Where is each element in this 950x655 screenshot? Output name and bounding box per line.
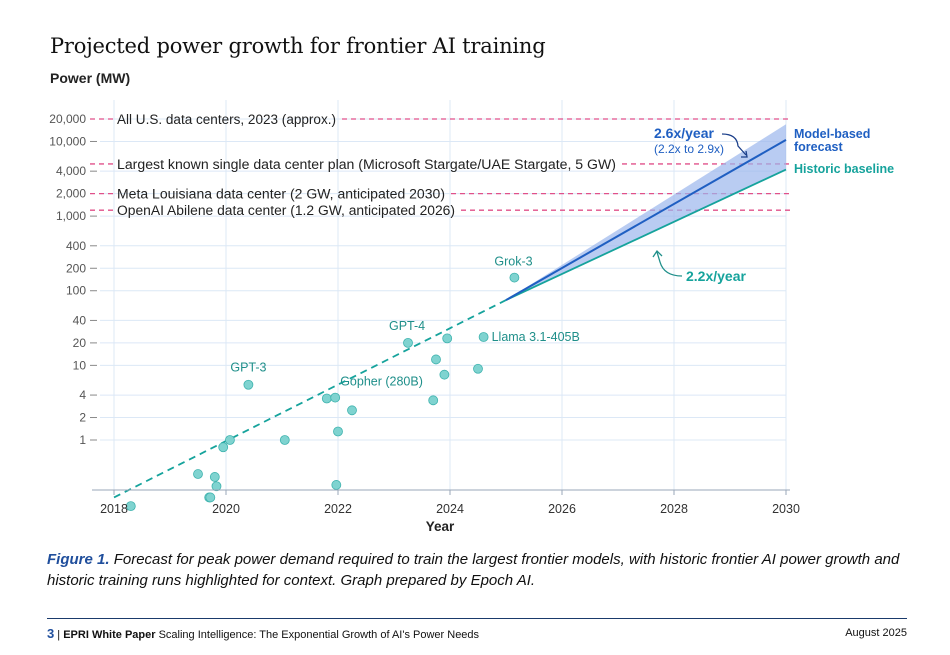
data-point: [225, 435, 235, 445]
growth-rate-range: (2.2x to 2.9x): [654, 142, 724, 156]
footer-rule: [47, 618, 907, 619]
x-tick-label: 2018: [100, 502, 128, 516]
points-layer: GPT-3 Gopher (280B) GPT-4 Llama 3.1-405B Gro…: [125, 255, 580, 512]
baseline-rate-annotation: 2.2x/year: [686, 268, 746, 284]
y-tick-label: 2,000: [56, 187, 86, 201]
figure-label: Figure 1.: [47, 551, 110, 568]
reference-line-label: OpenAI Abilene data center (1.2 GW, anti…: [117, 203, 455, 218]
grid-layer: [100, 100, 787, 490]
data-point: [439, 369, 450, 380]
data-point-label: Grok-3: [494, 255, 532, 269]
data-point: [333, 426, 343, 437]
y-tick-label: 2: [79, 411, 86, 425]
y-tick-label: 20: [73, 336, 87, 350]
data-point: [209, 472, 220, 482]
data-point: [218, 442, 229, 453]
x-tick-label: 2020: [212, 502, 240, 516]
annotation-arrowhead: [741, 150, 748, 158]
model-forecast-line: [505, 139, 787, 301]
y-tick-label: 20,000: [49, 112, 86, 126]
data-point: [211, 481, 222, 492]
page-footer: 3 | EPRI White Paper Scaling Intelligenc…: [47, 626, 907, 641]
forecast-label: forecast: [794, 140, 843, 154]
data-point: [321, 393, 332, 404]
reference-lines: All U.S. data centers, 2023 (approx.) Lar…: [90, 112, 790, 218]
historic-baseline-line: [505, 168, 787, 301]
data-point-label: GPT-4: [389, 319, 425, 333]
y-tick-label: 1: [79, 433, 86, 447]
y-tick-label: 4,000: [56, 164, 86, 178]
reference-line-label: All U.S. data centers, 2023 (approx.): [117, 112, 336, 127]
footer-separator: |: [57, 629, 61, 641]
reference-line-label: Meta Louisiana data center (2 GW, antici…: [117, 187, 445, 202]
annotations-layer: 2.6x/year(2.2x to 2.9x) 2.2x/year: [652, 125, 748, 284]
data-point: [243, 379, 254, 390]
caption-text: Forecast for peak power demand required …: [47, 551, 900, 589]
data-point: [347, 405, 357, 416]
data-point: [428, 395, 439, 406]
y-tick-label: 1,000: [56, 209, 86, 223]
data-point: [431, 354, 441, 365]
publication-date: August 2025: [845, 627, 907, 639]
page-number: 3: [47, 626, 55, 641]
x-axis-title: Year: [426, 519, 455, 534]
data-point: [473, 363, 483, 374]
figure-caption: Figure 1. Forecast for peak power demand…: [47, 549, 907, 591]
x-tick-label: 2022: [324, 502, 352, 516]
chart-svg: All U.S. data centers, 2023 (approx.) Lar…: [49, 100, 894, 534]
y-axis-title: Power (MW): [50, 70, 131, 86]
data-point: [331, 480, 342, 490]
data-point-label: Llama 3.1-405B: [492, 330, 580, 344]
data-point: [279, 435, 290, 445]
y-tick-label: 4: [79, 388, 86, 402]
y-tick-label: 200: [66, 261, 86, 275]
baseline-label: Historic baseline: [794, 162, 894, 176]
forecast-label: Model-based: [794, 127, 870, 141]
x-tick-label: 2024: [436, 502, 464, 516]
x-tick-label: 2028: [660, 502, 688, 516]
x-tick-label: 2030: [772, 502, 800, 516]
data-point: [442, 333, 453, 344]
axes-layer: 2018 2020 2022 2024 2026 2028 2030 Year 1 2 4 10 20 4…: [49, 112, 800, 534]
y-tick-label: 400: [66, 239, 86, 253]
y-tick-label: 10: [73, 358, 87, 372]
chart-title: Projected power growth for frontier AI t…: [50, 34, 546, 58]
y-tick-label: 10,000: [49, 134, 86, 148]
y-tick-label: 40: [73, 313, 87, 327]
publication-name: EPRI White Paper: [63, 629, 156, 641]
data-point: [330, 392, 341, 403]
growth-rate-annotation: 2.6x/year: [654, 125, 714, 141]
document-title: Scaling Intelligence: The Exponential Gr…: [158, 629, 480, 641]
x-tick-label: 2026: [548, 502, 576, 516]
forecast-band: [506, 124, 786, 301]
baseline-arrowhead: [652, 249, 663, 258]
data-point: [403, 337, 413, 348]
baseline-arrow: [656, 251, 683, 277]
data-point-label: GPT-3: [230, 361, 266, 375]
annotation-arrow: [721, 133, 747, 156]
data-point: [509, 272, 520, 283]
historic-trend-line: [113, 299, 507, 499]
reference-line-label: Largest known single data center plan (M…: [117, 157, 616, 172]
y-tick-label: 100: [66, 284, 86, 298]
data-point-label: Gopher (280B): [340, 375, 423, 389]
data-point: [478, 332, 489, 342]
data-point: [205, 492, 216, 503]
data-point: [125, 501, 136, 512]
data-point: [193, 469, 203, 479]
